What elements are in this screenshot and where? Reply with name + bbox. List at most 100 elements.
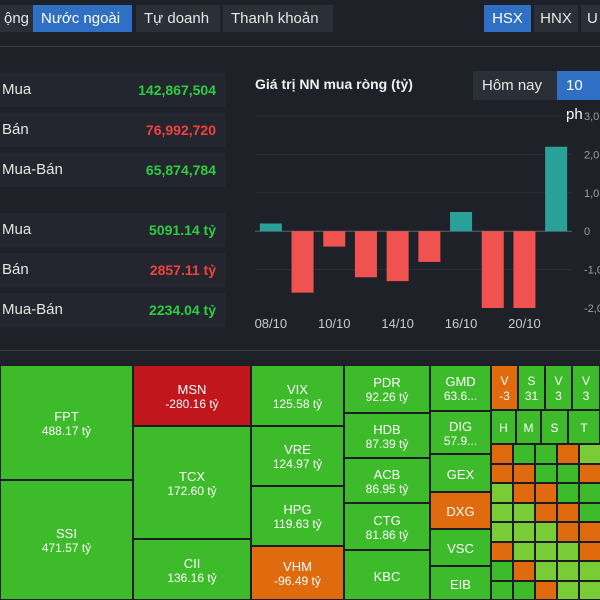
heatmap-cell-vsc[interactable]: VSC [430,529,491,566]
heatmap-mini-cell[interactable] [579,463,600,483]
heatmap-cell-acb[interactable]: ACB 86.95 tỷ [344,458,430,503]
heatmap-mini-cell[interactable] [491,483,513,503]
tab-bar: ộng Nước ngoài Tự doanh Thanh khoản HSX … [0,0,600,44]
heatmap-value: 124.97 tỷ [272,457,323,471]
heatmap-value: 92.26 tỷ [365,390,409,404]
heatmap-mini-cell[interactable] [535,483,557,503]
heatmap-cell-fpt[interactable]: FPT 488.17 tỷ [0,365,133,480]
heatmap-cell-vix[interactable]: VIX 125.58 tỷ [251,365,344,426]
heatmap-value: 63.6... [443,389,478,403]
heatmap-mini-cell[interactable] [491,444,513,464]
heatmap-mini-cell[interactable] [579,580,600,600]
stat-volume-sell: Bán 76,992,720 [0,113,226,147]
bar [545,146,568,232]
heatmap-mini-cell[interactable] [579,561,600,581]
heatmap-mini-cell[interactable] [535,561,557,581]
heatmap-mini-cell[interactable] [535,463,557,483]
stat-value: 142,867,504 [138,82,216,98]
heatmap-ticker: HDB [373,421,401,437]
heatmap-cell-eib[interactable]: EIB [430,566,491,600]
heatmap-cell-msn[interactable]: MSN -280.16 tỷ [133,365,251,426]
heatmap-mini-cell[interactable] [491,502,513,522]
heatmap-mini-cell[interactable] [491,463,513,483]
heatmap-mini-cell[interactable] [579,502,600,522]
heatmap-cell-hdb[interactable]: HDB 87.39 tỷ [344,413,430,458]
heatmap-cell-dig[interactable]: DIG 57.9... [430,411,491,454]
heatmap-mini-cell[interactable] [579,541,600,561]
heatmap-mini-cell[interactable] [491,541,513,561]
heatmap-mini-cell[interactable] [557,580,579,600]
bar [259,223,282,232]
heatmap-mini-cell[interactable] [557,541,579,561]
heatmap-cell-pdr[interactable]: PDR 92.26 tỷ [344,365,430,413]
heatmap-mini-cell[interactable] [513,561,535,581]
heatmap-cell-tcx[interactable]: TCX 172.60 tỷ [133,426,251,539]
exchange-hnx-button[interactable]: HNX [534,5,578,32]
heatmap-ticker: CTG [373,512,401,528]
heatmap-mini-cell[interactable] [535,444,557,464]
heatmap-mini-cell[interactable] [579,522,600,542]
heatmap-value: 136.16 tỷ [167,570,217,585]
exchange-upcom-button[interactable]: U [581,5,600,32]
heatmap-mini-cell[interactable] [579,483,600,503]
stat-value: 2234.04 tỷ [149,302,216,318]
heatmap-cell-cii[interactable]: CII 136.16 tỷ [133,539,251,600]
range-10-sessions-button[interactable]: 10 ph [557,71,600,123]
heatmap-ticker: H [499,420,508,435]
heatmap-mini-cell[interactable] [535,580,557,600]
heatmap-mini-cell[interactable] [535,502,557,522]
tab-hoat-dong[interactable]: ộng [0,5,34,32]
heatmap-mini-cell[interactable] [557,483,579,503]
heatmap-cell-gmd[interactable]: GMD 63.6... [430,365,491,411]
heatmap-cell-s[interactable]: S 31 [518,365,545,410]
exchange-hsx-button[interactable]: HSX [484,5,531,32]
tab-thanh-khoan[interactable]: Thanh khoản [223,5,333,32]
heatmap-cell-s[interactable]: S [541,410,568,444]
heatmap-cell-ctg[interactable]: CTG 81.86 tỷ [344,503,430,550]
heatmap-ticker: MSN [177,381,207,397]
heatmap-mini-cell[interactable] [535,522,557,542]
heatmap-cell-vre[interactable]: VRE 124.97 tỷ [251,426,344,486]
heatmap-mini-cell[interactable] [513,502,535,522]
heatmap-mini-cell[interactable] [557,444,579,464]
tab-nuoc-ngoai[interactable]: Nước ngoài [33,5,132,32]
heatmap-mini-cell[interactable] [491,580,513,600]
stat-volume-net: Mua-Bán 65,874,784 [0,153,226,187]
heatmap-cell-hpg[interactable]: HPG 119.63 tỷ [251,486,344,546]
heatmap-cell-dxg[interactable]: DXG [430,492,491,529]
heatmap-mini-cell[interactable] [513,541,535,561]
heatmap-mini-cell[interactable] [535,541,557,561]
heatmap-mini-cell[interactable] [513,463,535,483]
heatmap-cell-vhm[interactable]: VHM -96.49 tỷ [251,546,344,600]
range-today-button[interactable]: Hôm nay [473,71,557,100]
stat-value: 5091.14 tỷ [149,222,216,238]
heatmap-cell-v[interactable]: V -3 [491,365,518,410]
heatmap-cell-m[interactable]: M [516,410,541,444]
heatmap-mini-cell[interactable] [513,483,535,503]
heatmap-mini-cell[interactable] [513,522,535,542]
heatmap-ticker: VHM [283,559,312,574]
heatmap-cell-t[interactable]: T [568,410,600,444]
heatmap-cell-gex[interactable]: GEX [430,454,491,492]
stat-value-sell: Bán 2857.11 tỷ [0,253,226,287]
heatmap-value: 57.9... [443,433,478,448]
heatmap-cell-kbc[interactable]: KBC [344,550,430,600]
divider [0,46,600,47]
heatmap-mini-cell[interactable] [557,522,579,542]
heatmap-mini-cell[interactable] [557,561,579,581]
heatmap-mini-cell[interactable] [513,580,535,600]
heatmap-mini-cell[interactable] [579,444,600,464]
heatmap-mini-cell[interactable] [491,561,513,581]
tab-tu-doanh[interactable]: Tự doanh [136,5,220,32]
heatmap-mini-cell[interactable] [557,463,579,483]
heatmap-cell-h[interactable]: H [491,410,516,444]
heatmap-mini-cell[interactable] [491,522,513,542]
heatmap-cell-ssi[interactable]: SSI 471.57 tỷ [0,480,133,600]
heatmap-mini-cell[interactable] [557,502,579,522]
heatmap-ticker: CII [183,555,201,571]
heatmap-value: -280.16 tỷ [165,396,219,411]
heatmap-mini-cell[interactable] [513,444,535,464]
heatmap-value: 488.17 tỷ [41,423,92,438]
